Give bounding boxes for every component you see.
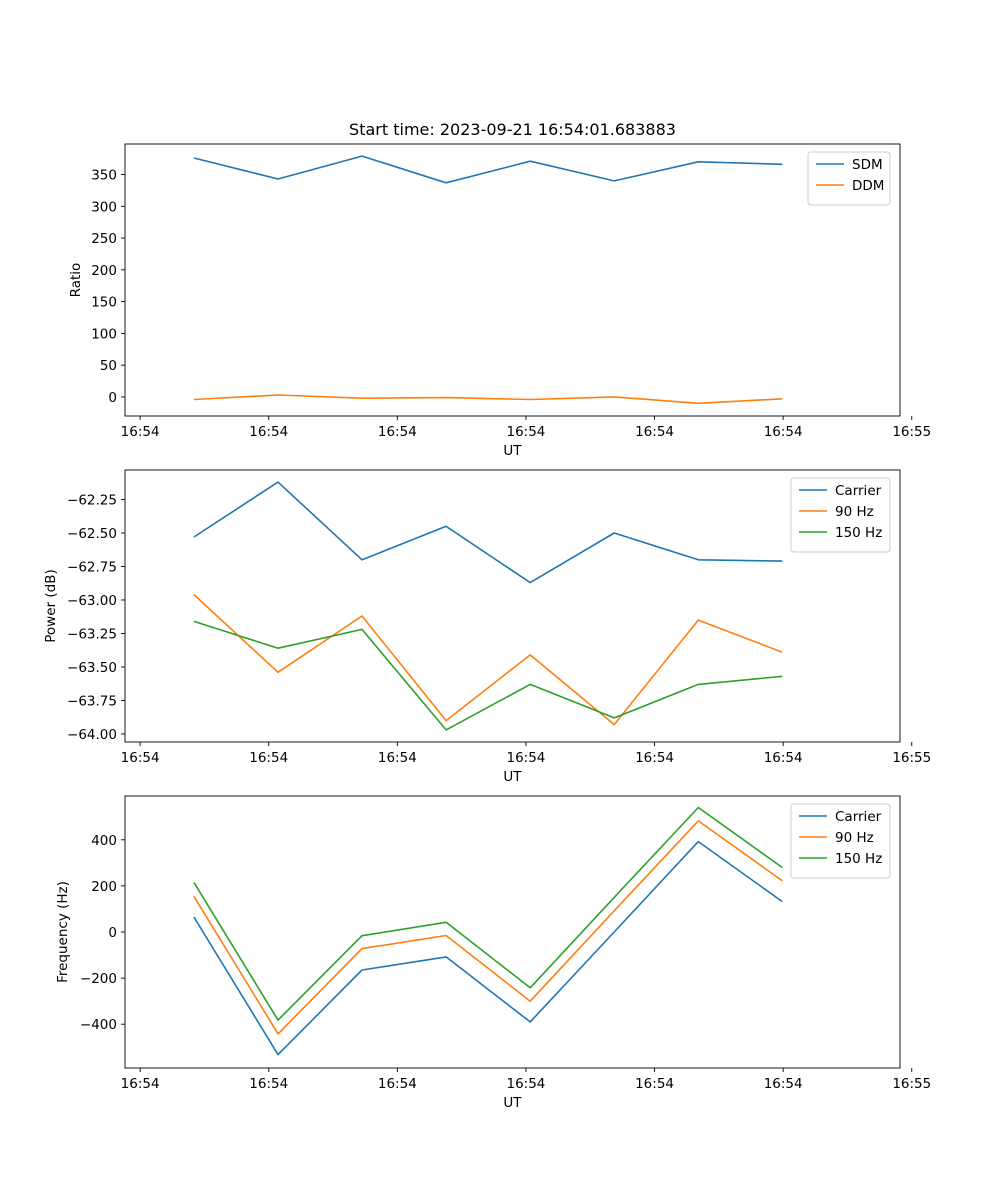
y-axis-label: Power (dB) <box>43 569 59 642</box>
y-tick-label: 250 <box>91 231 117 247</box>
x-tick-label: 16:54 <box>249 424 288 440</box>
series-line-90-hz <box>193 594 783 726</box>
legend-label: Carrier <box>835 483 882 499</box>
y-tick-label: 400 <box>91 833 117 849</box>
legend-label: 90 Hz <box>835 830 874 846</box>
y-tick-label: 0 <box>108 925 117 941</box>
legend: SDM DDM <box>807 151 891 206</box>
x-tick-label: 16:54 <box>378 1076 417 1092</box>
series-line-carrier <box>193 840 783 1056</box>
x-tick-label: 16:54 <box>121 424 160 440</box>
x-tick-label: 16:54 <box>635 424 674 440</box>
x-tick-label: 16:54 <box>764 1076 803 1092</box>
subplot-2: 16:54 16:54 16:54 16:54 16:54 16:54 16:55 −64.0… <box>43 469 931 785</box>
y-tick-label: −400 <box>80 1017 117 1033</box>
y-tick-label: 50 <box>100 358 117 374</box>
legend-label: SDM <box>852 157 883 173</box>
y-tick-label: 200 <box>91 879 117 895</box>
y-tick-label: −62.50 <box>67 526 117 542</box>
chart-title: Start time: 2023-09-21 16:54:01.683883 <box>349 120 676 139</box>
y-tick-label: −63.00 <box>67 593 117 609</box>
x-tick-label: 16:54 <box>249 1076 288 1092</box>
axes-frame <box>124 469 901 743</box>
x-tick-label: 16:55 <box>892 750 931 766</box>
x-tick-label: 16:54 <box>764 424 803 440</box>
legend-label: DDM <box>852 178 884 194</box>
x-tick-label: 16:54 <box>121 750 160 766</box>
y-tick-label: 200 <box>91 263 117 279</box>
x-tick-label: 16:55 <box>892 1076 931 1092</box>
y-tick-label: 100 <box>91 326 117 342</box>
subplot-3: 16:54 16:54 16:54 16:54 16:54 16:54 16:55 −400 −… <box>55 795 931 1111</box>
subplot-1: Start time: 2023-09-21 16:54:01.683883 16… <box>68 120 931 459</box>
legend-box <box>790 477 891 553</box>
x-tick-label: 16:54 <box>635 1076 674 1092</box>
x-tick-label: 16:54 <box>121 1076 160 1092</box>
legend-label: 150 Hz <box>835 525 882 541</box>
legend-label: Carrier <box>835 809 882 825</box>
series-line-150-hz <box>193 806 783 1021</box>
y-tick-label: −63.50 <box>67 660 117 676</box>
y-tick-label: 350 <box>91 168 117 184</box>
x-tick-label: 16:54 <box>249 750 288 766</box>
x-tick-label: 16:54 <box>635 750 674 766</box>
legend-box <box>790 803 891 879</box>
series-line-150-hz <box>193 620 783 731</box>
legend: Carrier 90 Hz 150 Hz <box>790 803 891 879</box>
legend: Carrier 90 Hz 150 Hz <box>790 477 891 553</box>
series-line-ddm <box>193 394 783 405</box>
y-tick-label: −64.00 <box>67 727 117 743</box>
y-axis-label: Ratio <box>68 263 84 298</box>
series-line-90-hz <box>193 820 783 1035</box>
x-axis-label: UT <box>503 443 522 459</box>
y-tick-label: 0 <box>108 390 117 406</box>
x-tick-label: 16:54 <box>506 750 545 766</box>
series-line-carrier <box>193 481 783 584</box>
axes-frame <box>124 143 901 417</box>
y-tick-label: −200 <box>80 971 117 987</box>
legend-label: 90 Hz <box>835 504 874 520</box>
y-tick-label: −63.25 <box>67 626 117 642</box>
axes-frame <box>124 795 901 1069</box>
x-tick-label: 16:54 <box>764 750 803 766</box>
x-tick-label: 16:54 <box>506 1076 545 1092</box>
legend-label: 150 Hz <box>835 851 882 867</box>
y-tick-label: −63.75 <box>67 693 117 709</box>
y-axis-label: Frequency (Hz) <box>55 881 71 983</box>
y-tick-label: 150 <box>91 295 117 311</box>
x-tick-label: 16:55 <box>892 424 931 440</box>
y-tick-label: −62.75 <box>67 559 117 575</box>
legend-box <box>807 151 891 206</box>
x-axis-label: UT <box>503 1095 522 1111</box>
x-tick-label: 16:54 <box>378 424 417 440</box>
y-tick-label: 300 <box>91 199 117 215</box>
x-tick-label: 16:54 <box>506 424 545 440</box>
y-tick-label: −62.25 <box>67 492 117 508</box>
x-tick-label: 16:54 <box>378 750 417 766</box>
series-line-sdm <box>193 155 783 184</box>
x-axis-label: UT <box>503 769 522 785</box>
